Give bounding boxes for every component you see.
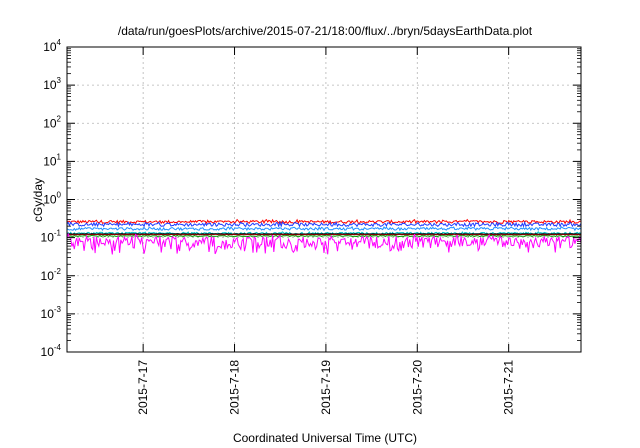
y-tick-label: 102 — [43, 114, 61, 130]
x-tick-label: 2015-7-21 — [502, 360, 516, 415]
series-line — [66, 226, 582, 232]
y-tick-label: 10-3 — [41, 305, 62, 321]
y-tick-label: 101 — [43, 152, 61, 168]
x-tick-label: 2015-7-17 — [136, 360, 150, 415]
series-line — [66, 220, 582, 228]
y-tick-label: 100 — [43, 191, 61, 207]
y-tick-label: 10-4 — [41, 343, 62, 359]
grid — [67, 47, 581, 352]
y-tick-label: 10-2 — [41, 267, 62, 283]
y-tick-label: 104 — [43, 38, 61, 54]
series-line — [66, 232, 582, 255]
x-axis-label: Coordinated Universal Time (UTC) — [233, 431, 417, 445]
chart-title: /data/run/goesPlots/archive/2015-07-21/1… — [118, 24, 533, 38]
x-tick-label: 2015-7-20 — [410, 360, 424, 415]
series-line — [66, 218, 582, 225]
ticks: 10-4 10-3 10-2 10-1 100 101 102 103 104 2015-7-17… — [41, 38, 581, 415]
x-tick-label: 2015-7-19 — [319, 360, 333, 415]
y-tick-label: 10-1 — [41, 229, 62, 245]
y-axis-label: cGy/day — [31, 178, 45, 222]
x-tick-label: 2015-7-18 — [228, 360, 242, 415]
series-line — [66, 234, 582, 238]
series-group — [66, 218, 582, 255]
y-tick-label: 103 — [43, 76, 61, 92]
